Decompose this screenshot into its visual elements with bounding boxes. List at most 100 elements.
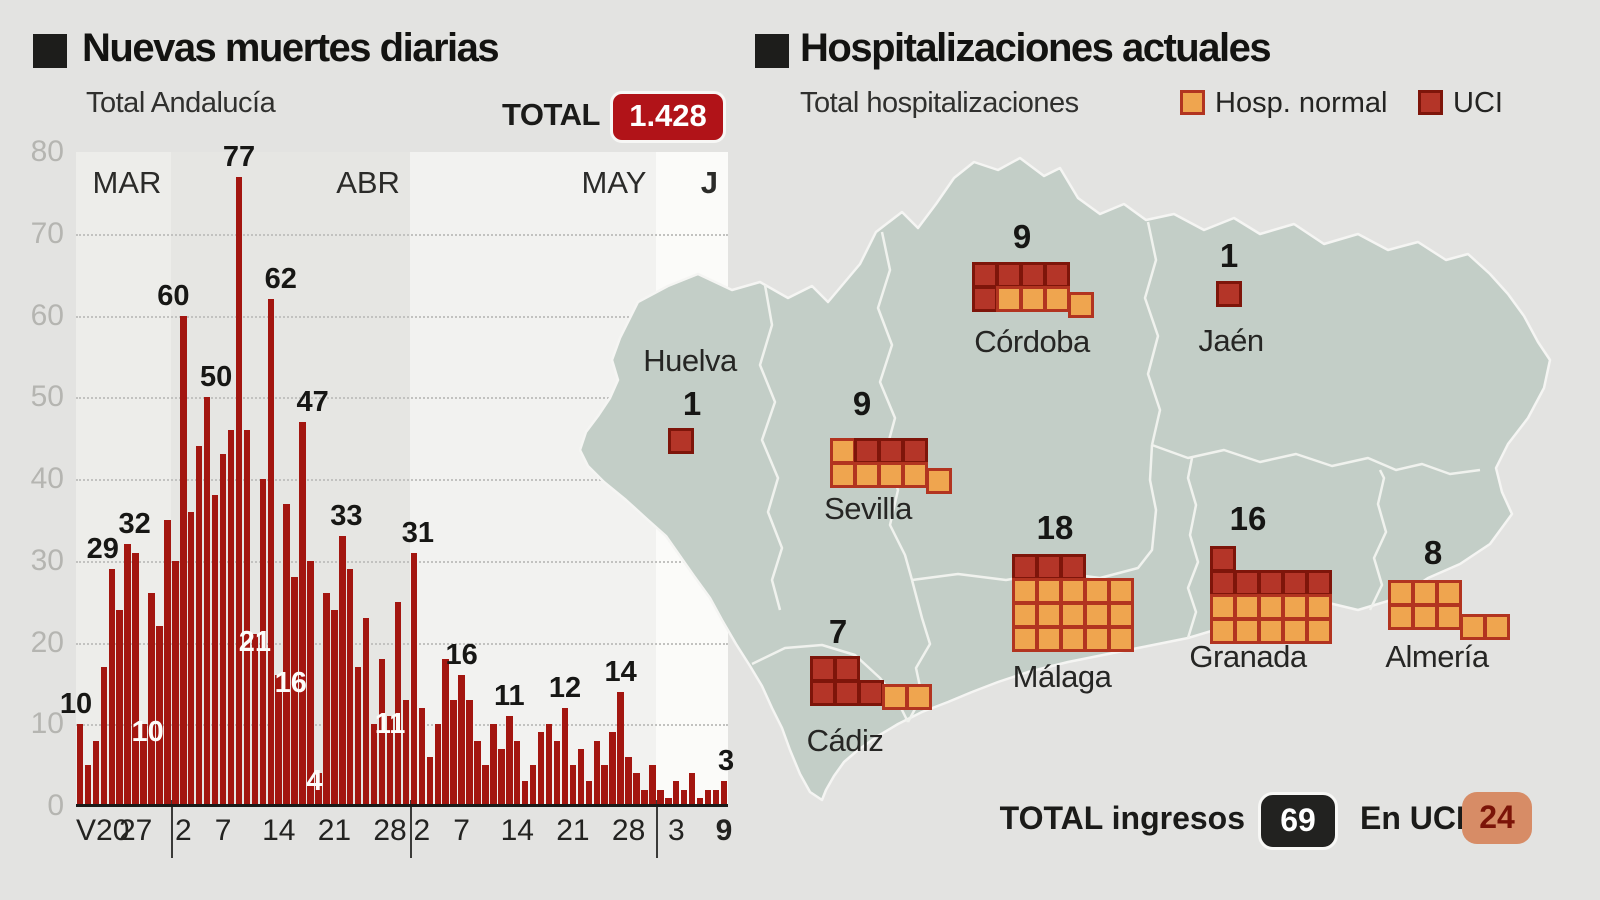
bar-day-73: [657, 789, 664, 806]
deaths-chart-subtitle: Total Andalucía: [86, 87, 276, 119]
bar-day-17: [211, 495, 219, 806]
x-tick-9: 9: [715, 814, 733, 847]
bar-day-55: [514, 740, 521, 806]
hospitalizations-subtitle: Total hospitalizaciones: [800, 87, 1079, 119]
bar-day-46: [442, 658, 449, 806]
bar-day-37: [370, 724, 378, 806]
bar-day-40: [394, 601, 402, 806]
andalucia-landmass: [578, 156, 1552, 802]
hospital-square-normal: [1012, 578, 1038, 604]
bar-day-16: [203, 397, 211, 806]
hospital-square-normal: [1068, 292, 1094, 318]
bar-day-36: [362, 617, 370, 806]
bar-day-21: [243, 429, 251, 806]
bar-value-label-47: 47: [296, 385, 329, 418]
bar-day-49: [466, 699, 473, 806]
hospital-square-uci: [902, 438, 928, 464]
x-tick-14: 14: [262, 814, 296, 847]
x-tick-27: 27: [118, 814, 153, 847]
month-label-j: J: [700, 165, 718, 200]
hospital-square-uci: [1012, 554, 1038, 580]
total-deaths-label: TOTAL: [502, 97, 600, 132]
hospital-square-uci: [854, 438, 880, 464]
bar-value-label-3: 3: [717, 745, 735, 778]
hospital-square-normal: [1020, 286, 1046, 312]
province-borders: [751, 221, 1481, 723]
bar-day-72: [649, 765, 656, 806]
bar-day-7: [132, 552, 139, 806]
bar-value-label-12: 12: [548, 671, 582, 704]
hospital-square-normal: [1012, 602, 1038, 628]
x-tick-28: 28: [611, 814, 646, 847]
total-ingresos-badge: 69: [1258, 792, 1338, 850]
bar-value-label-32: 32: [118, 508, 151, 541]
gridline-60: [76, 315, 728, 318]
bar-day-81: [720, 781, 728, 806]
month-divider: [409, 800, 412, 858]
bar-day-70: [633, 773, 640, 806]
bar-day-27: [291, 577, 298, 806]
bar-day-65: [593, 740, 600, 806]
bar-day-0: [76, 724, 84, 806]
hospital-square-normal: [1436, 580, 1462, 606]
province-count: 9: [1012, 218, 1032, 255]
bar-day-19: [227, 429, 235, 806]
bar-day-31: [323, 593, 330, 806]
bar-value-label-50: 50: [200, 361, 233, 394]
hospital-square-normal: [926, 468, 952, 494]
bar-day-13: [180, 315, 187, 806]
bar-day-50: [474, 740, 481, 806]
bar-day-62: [569, 765, 577, 806]
bar-day-52: [490, 724, 497, 806]
hospital-square-uci: [858, 680, 884, 706]
deaths-chart-title: Nuevas muertes diarias: [82, 26, 500, 70]
hospital-square-normal: [1084, 602, 1110, 628]
province-name: Sevilla: [824, 491, 912, 526]
hospital-square-normal: [906, 683, 932, 710]
bar-day-8: [140, 724, 147, 806]
hospital-square-normal: [1044, 286, 1070, 312]
hospital-square-normal: [1108, 602, 1134, 628]
province-name: Huelva: [643, 343, 737, 378]
month-label-mar: MAR: [92, 165, 162, 200]
bar-day-67: [609, 732, 616, 806]
hospital-square-uci: [1234, 570, 1260, 596]
bar-value-label-16: 16: [445, 639, 478, 672]
title-bullet-square: [33, 34, 67, 68]
hospital-square-uci: [668, 428, 694, 454]
y-axis-label-30: 30: [30, 543, 64, 577]
bar-day-71: [641, 789, 648, 806]
province-name: Almería: [1385, 639, 1489, 674]
bar-day-12: [172, 560, 179, 806]
hospital-square-normal: [854, 462, 880, 488]
bar-day-76: [680, 789, 688, 806]
bar-day-30: [315, 773, 322, 806]
hospital-square-uci: [1216, 281, 1242, 307]
bar-day-64: [585, 781, 592, 806]
province-name: Cádiz: [806, 723, 884, 758]
bar-day-22: [251, 634, 259, 806]
x-tick-3: 3: [667, 814, 685, 847]
bar-day-3: [100, 667, 107, 806]
bar-day-44: [426, 756, 433, 806]
bar-day-58: [537, 732, 545, 806]
y-axis-label-70: 70: [30, 216, 64, 250]
bar-day-15: [195, 446, 203, 806]
bar-day-56: [521, 781, 529, 806]
bar-value-label-21: 21: [238, 626, 272, 659]
bar-day-38: [378, 658, 386, 806]
bar-day-6: [124, 544, 131, 806]
bar-day-26: [283, 503, 290, 806]
bar-day-57: [529, 765, 537, 806]
bar-day-77: [688, 773, 696, 806]
hospital-square-normal: [1084, 626, 1110, 652]
bar-value-label-11: 11: [493, 680, 525, 713]
gridline-30: [76, 560, 728, 563]
bar-day-41: [402, 699, 410, 806]
bar-value-label-10: 10: [59, 688, 93, 721]
hospital-square-normal: [1036, 626, 1062, 652]
bar-value-label-33: 33: [330, 500, 363, 533]
hospital-square-normal: [1060, 602, 1086, 628]
hospital-square-uci: [972, 286, 998, 312]
